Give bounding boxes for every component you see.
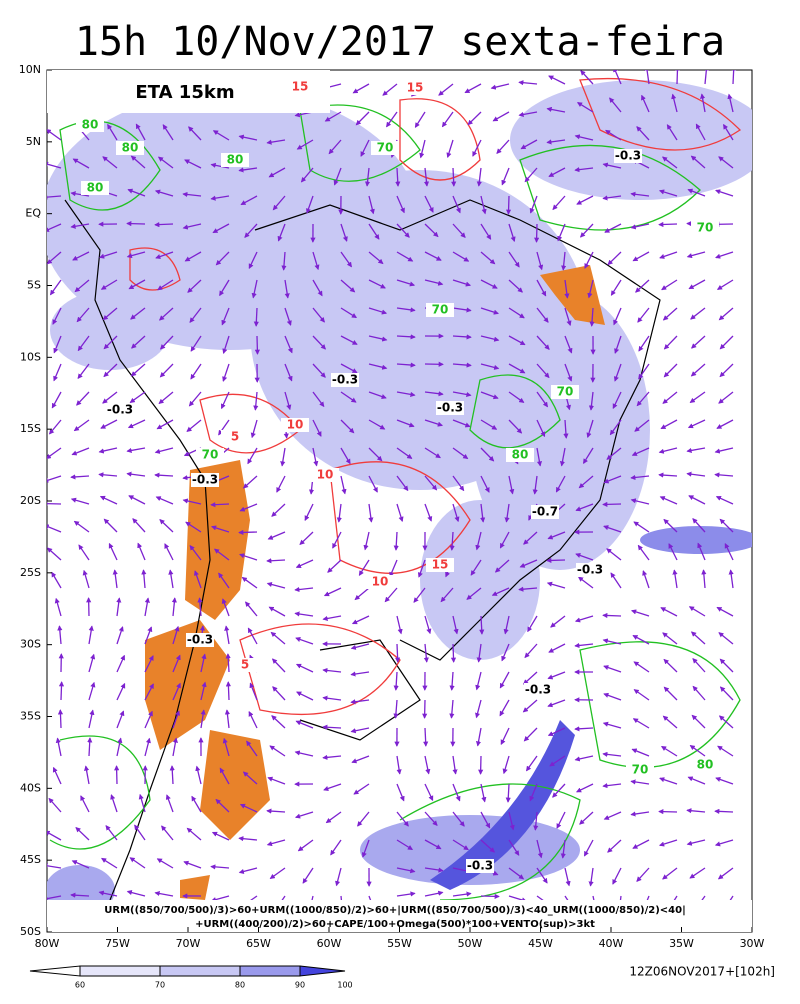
contour-label: 5: [241, 658, 249, 672]
contour-label: 70: [202, 448, 219, 462]
lon-label: 80W: [35, 937, 60, 950]
wind-arrow: [211, 504, 229, 505]
contour-label: -0.3: [107, 403, 133, 417]
colorbar-label: 80: [235, 981, 245, 990]
contour-label: 10: [372, 575, 389, 589]
wind-arrow: [155, 224, 173, 225]
contour-label: -0.7: [532, 505, 558, 519]
lat-label: 30S: [20, 638, 41, 651]
wind-arrow: [453, 168, 454, 186]
colorbar-label: 100: [337, 981, 352, 990]
lon-label: 70W: [176, 937, 201, 950]
contour-label: -0.3: [187, 633, 213, 647]
wind-arrow: [239, 532, 257, 533]
contour-label: 70: [697, 221, 714, 235]
lon-label: 60W: [317, 937, 342, 950]
run-label: 12Z06NOV2017+[102h]: [629, 965, 775, 979]
contour-label: -0.3: [577, 563, 603, 577]
model-label: ETA 15km: [135, 82, 234, 103]
lon-label: 50W: [458, 937, 483, 950]
contour-label: 15: [292, 80, 309, 94]
lat-label: EQ: [25, 207, 41, 220]
contour-label: 70: [377, 141, 394, 155]
wind-arrow: [256, 308, 257, 326]
wind-arrow: [61, 682, 62, 700]
wind-arrow: [397, 644, 398, 662]
contour-label: 80: [697, 758, 714, 772]
contour-label: 15: [407, 81, 424, 95]
wind-arrow: [715, 811, 733, 812]
wind-arrow: [228, 682, 229, 700]
wind-arrow: [508, 196, 509, 214]
contour-label: -0.3: [332, 373, 358, 387]
lat-label: 5N: [26, 135, 41, 148]
lat-label: 40S: [20, 781, 41, 794]
wind-arrow: [603, 615, 621, 616]
lat-label: 45S: [20, 853, 41, 866]
wind-arrow: [677, 66, 678, 84]
wind-arrow: [43, 503, 61, 504]
wind-arrow: [547, 560, 565, 561]
contour-label: 10: [287, 418, 304, 432]
formula-line: +URM((400/200)/2)>60+CAPE/100+Omega(500)…: [195, 919, 595, 930]
contour-label: 80: [227, 153, 244, 167]
lat-label: 25S: [20, 566, 41, 579]
lon-label: 65W: [246, 937, 271, 950]
wind-arrow: [733, 66, 734, 84]
lat-label: 35S: [20, 710, 41, 723]
colorbar-label: 60: [75, 981, 85, 990]
contour-label: 80: [512, 448, 529, 462]
wind-arrow: [60, 710, 61, 728]
lat-label: 10N: [19, 63, 41, 76]
colorbar-label: 90: [295, 981, 305, 990]
contour-label: 70: [432, 303, 449, 317]
wind-arrow: [659, 224, 677, 225]
lon-label: 45W: [528, 937, 553, 950]
lat-label: 5S: [27, 279, 41, 292]
contour-label: 80: [87, 181, 104, 195]
wind-arrow: [659, 811, 677, 812]
contour-label: -0.3: [467, 859, 493, 873]
wind-arrow: [453, 644, 454, 662]
wind-arrow: [481, 896, 499, 897]
lon-label: 40W: [599, 937, 624, 950]
contour-label: 10: [317, 468, 334, 482]
contour-label: 5: [231, 430, 239, 444]
contour-label: 70: [557, 385, 574, 399]
wind-arrow: [425, 728, 426, 746]
map-title: 15h 10/Nov/2017 sexta-feira: [75, 19, 725, 65]
lon-label: 75W: [105, 937, 130, 950]
contour-label: 80: [122, 141, 139, 155]
lon-label: 55W: [387, 937, 412, 950]
lat-label: 15S: [20, 422, 41, 435]
contour-label: 70: [632, 763, 649, 777]
lon-label: 30W: [740, 937, 765, 950]
wind-arrow: [127, 223, 145, 224]
contour-label: 80: [82, 118, 99, 132]
colorbar-label: 70: [155, 981, 165, 990]
contour-label: -0.3: [437, 401, 463, 415]
formula-line: URM((850/700/500)/3)>60+URM((1000/850)/2…: [104, 905, 685, 916]
contour-label: -0.3: [192, 473, 218, 487]
contour-label: -0.3: [615, 149, 641, 163]
lat-label: 10S: [20, 350, 41, 363]
contour-label: -0.3: [525, 683, 551, 697]
lat-label: 20S: [20, 494, 41, 507]
wind-arrow: [603, 504, 621, 505]
contour-label: 15: [432, 558, 449, 572]
lon-label: 35W: [669, 937, 694, 950]
colorbar: [30, 966, 345, 976]
